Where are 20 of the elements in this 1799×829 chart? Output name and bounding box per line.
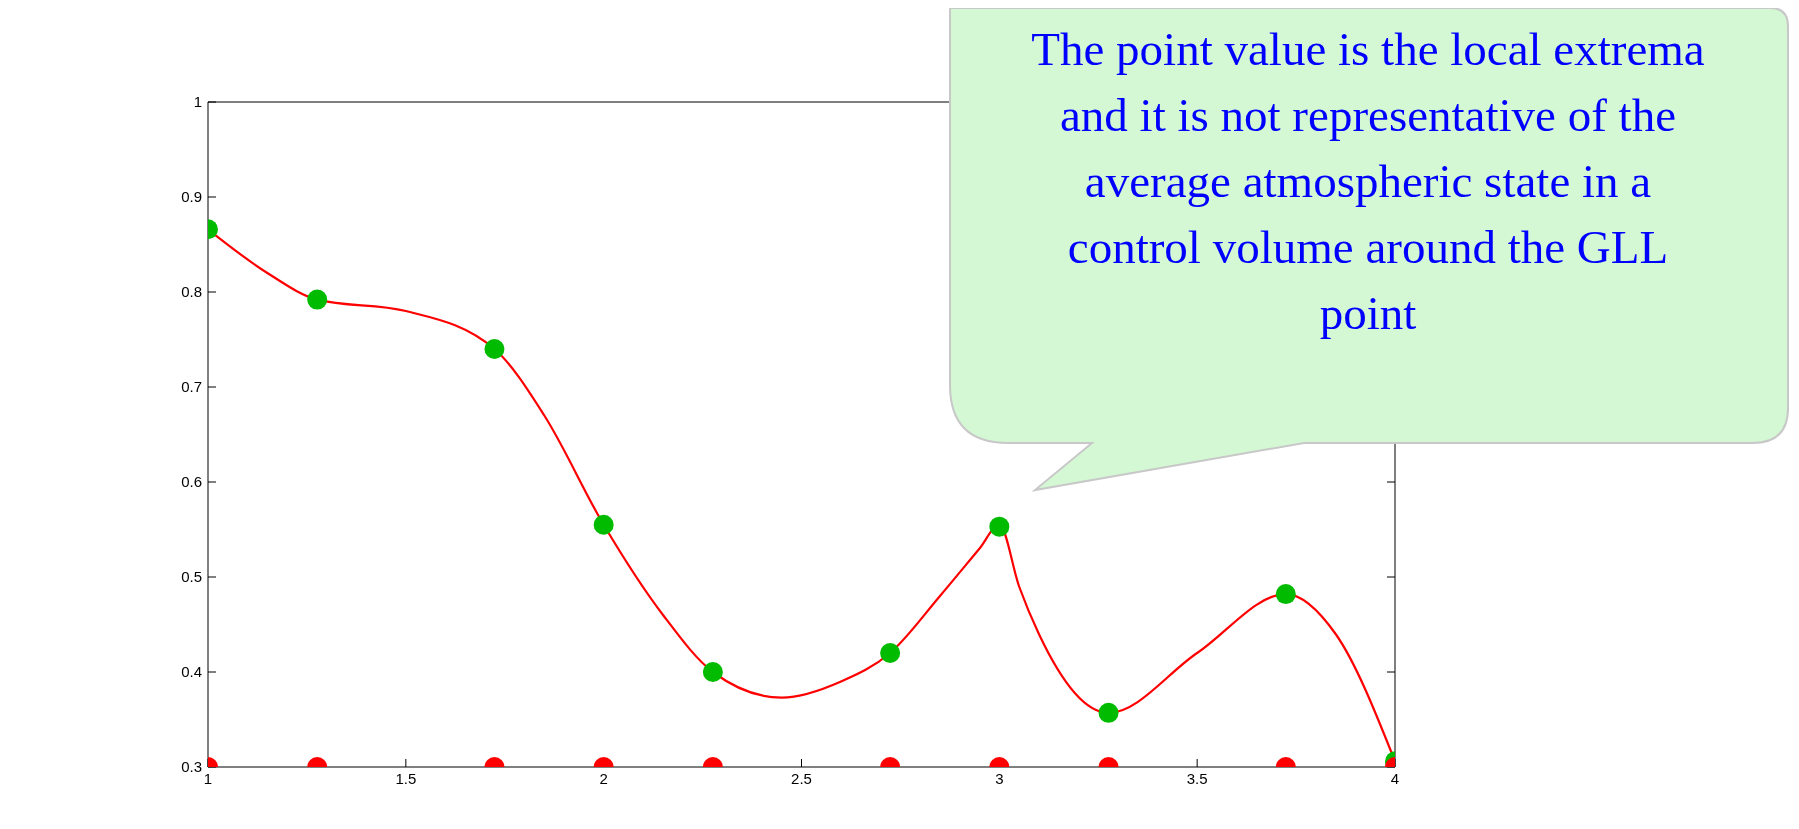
y-tick-label: 0.7 [181, 378, 202, 396]
annotation: The point value is the local extrema and it is not representative of the average atmospheric state in a control volume around the GLL point [1030, 22, 1706, 341]
x-tick-label: 3.5 [1186, 769, 1208, 787]
y-tick-label: 0.4 [181, 663, 202, 681]
y-tick-label: 1 [193, 93, 202, 111]
y-tick-label: 0.3 [181, 758, 202, 776]
y-tick-label: 0.8 [181, 283, 202, 301]
x-tick-label: 3 [995, 769, 1004, 787]
point [989, 516, 1010, 537]
point [307, 289, 328, 310]
x-tick-label: 1 [203, 769, 213, 787]
x-tick-label: 1.5 [395, 769, 417, 787]
y-tick-label: 0.5 [181, 568, 202, 586]
point [593, 514, 614, 535]
x-tick-label: 2 [599, 769, 608, 787]
x-tick-label: 4 [1390, 769, 1400, 787]
y-tick-label: 0.6 [181, 473, 202, 491]
point [484, 339, 505, 359]
y-tick-label: 0.9 [181, 188, 202, 206]
x-tick-label: 2.5 [791, 769, 812, 787]
